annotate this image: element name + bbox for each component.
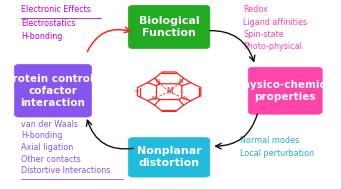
Text: H-bonding: H-bonding bbox=[21, 32, 63, 41]
Text: Protein control /
cofactor
interaction: Protein control / cofactor interaction bbox=[5, 74, 101, 108]
Text: N: N bbox=[178, 79, 183, 84]
Text: H-bonding: H-bonding bbox=[21, 132, 63, 140]
Text: Spin-state: Spin-state bbox=[243, 30, 284, 39]
FancyBboxPatch shape bbox=[15, 64, 91, 117]
FancyBboxPatch shape bbox=[129, 5, 210, 49]
Text: Ligand affinities: Ligand affinities bbox=[243, 18, 307, 27]
Text: Electronic Effects: Electronic Effects bbox=[21, 5, 91, 14]
Text: Electrostatics: Electrostatics bbox=[21, 19, 76, 28]
Text: M: M bbox=[166, 87, 173, 96]
Text: =: = bbox=[134, 89, 138, 94]
Text: N: N bbox=[155, 79, 160, 84]
Text: Nonplanar
distortion: Nonplanar distortion bbox=[137, 146, 202, 168]
Text: van der Waals: van der Waals bbox=[21, 120, 78, 129]
Text: Local perturbation: Local perturbation bbox=[240, 149, 314, 158]
FancyBboxPatch shape bbox=[129, 138, 210, 177]
Text: Physico-chemical
properties: Physico-chemical properties bbox=[235, 80, 336, 102]
Text: Other contacts: Other contacts bbox=[21, 155, 81, 164]
Text: Normal modes: Normal modes bbox=[240, 136, 299, 145]
Text: Redox: Redox bbox=[243, 5, 268, 14]
Text: Photo-physical: Photo-physical bbox=[243, 42, 302, 51]
Text: Distortive Interactions: Distortive Interactions bbox=[21, 166, 111, 175]
Text: Biological
Function: Biological Function bbox=[139, 16, 199, 38]
Text: N: N bbox=[182, 96, 187, 101]
FancyBboxPatch shape bbox=[248, 67, 322, 114]
Text: N: N bbox=[151, 96, 156, 101]
Text: Axial ligation: Axial ligation bbox=[21, 143, 74, 152]
